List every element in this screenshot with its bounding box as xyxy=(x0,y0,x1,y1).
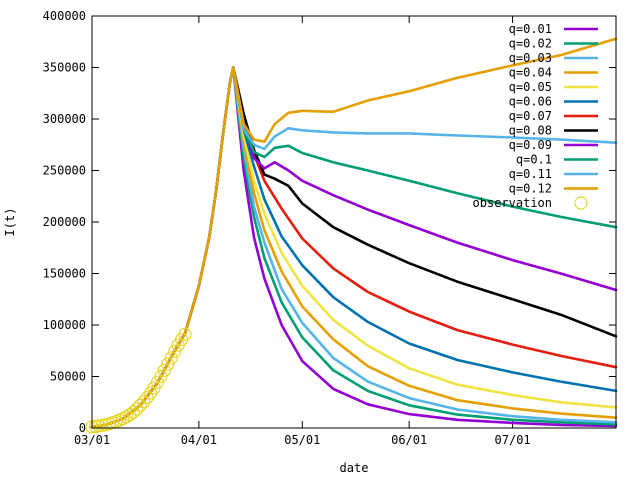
legend-label: q=0.01 xyxy=(509,22,552,36)
y-tick-label: 0 xyxy=(79,421,86,435)
observation-marker xyxy=(168,344,182,358)
y-tick-label: 200000 xyxy=(43,215,86,229)
x-axis-label: date xyxy=(340,461,369,475)
observation-marker xyxy=(140,391,154,405)
observation-marker xyxy=(133,398,147,412)
legend-label-observation: observation xyxy=(473,196,552,210)
legend-label: q=0.1 xyxy=(516,153,552,167)
legend-label: q=0.05 xyxy=(509,80,552,94)
observation-marker xyxy=(126,405,140,419)
legend-marker-observation xyxy=(574,196,588,210)
plot-frame xyxy=(91,15,617,429)
legend-label: q=0.02 xyxy=(509,37,552,51)
x-tick-label: 05/01 xyxy=(284,433,320,447)
x-tick-label: 03/01 xyxy=(74,433,110,447)
x-tick-label: 06/01 xyxy=(391,433,427,447)
observation-marker xyxy=(137,395,151,409)
observation-marker xyxy=(154,369,168,384)
y-tick-label: 400000 xyxy=(43,9,86,23)
legend-label: q=0.06 xyxy=(509,95,552,109)
observation-marker xyxy=(157,363,171,377)
legend-label: q=0.08 xyxy=(509,124,552,138)
observation-marker xyxy=(178,327,192,341)
y-tick-label: 150000 xyxy=(43,267,86,281)
y-axis-label: I(t) xyxy=(3,208,17,237)
legend: q=0.01q=0.02q=0.03q=0.04q=0.05q=0.06q=0.… xyxy=(473,22,598,210)
legend-label: q=0.12 xyxy=(509,182,552,196)
observation-marker xyxy=(164,351,178,365)
legend-label: q=0.11 xyxy=(509,167,552,181)
y-tick-label: 50000 xyxy=(50,370,86,384)
y-tick-label: 350000 xyxy=(43,61,86,75)
observation-markers xyxy=(85,327,192,434)
legend-label: q=0.07 xyxy=(509,109,552,123)
legend-label: q=0.04 xyxy=(509,66,552,80)
observation-marker xyxy=(116,411,130,426)
legend-label: q=0.09 xyxy=(509,138,552,152)
y-tick-label: 250000 xyxy=(43,164,86,178)
y-tick-label: 100000 xyxy=(43,318,86,332)
y-tick-label: 300000 xyxy=(43,112,86,126)
observation-marker xyxy=(119,410,134,424)
legend-label: q=0.03 xyxy=(509,51,552,65)
x-tick-label: 04/01 xyxy=(181,433,217,447)
axes: 0 50000 100000 150000 200000 250000 300000 3500… xyxy=(43,9,616,447)
observation-marker xyxy=(161,357,175,371)
x-tick-label: 07/01 xyxy=(495,433,531,447)
observation-marker xyxy=(130,402,144,416)
